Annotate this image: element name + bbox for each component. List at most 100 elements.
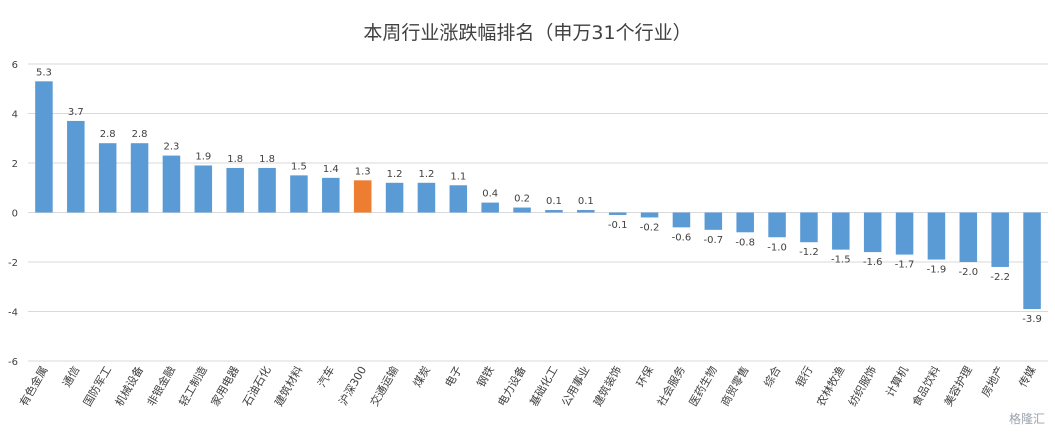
category-label-4: 非银金融 (144, 364, 178, 409)
bar-22 (736, 212, 754, 233)
category-label-23: 综合 (761, 364, 784, 390)
bar-9 (322, 177, 340, 213)
y-tick-label: -4 (8, 308, 18, 319)
category-label-17: 公用事业 (559, 364, 592, 409)
category-label-19: 环保 (633, 364, 656, 390)
category-label-29: 美容护理 (941, 364, 975, 409)
data-label-17: 0.1 (578, 196, 594, 207)
data-label-5: 1.9 (195, 151, 211, 162)
data-label-29: -2.0 (959, 267, 979, 278)
bar-0 (35, 81, 53, 213)
category-label-26: 纺织服饰 (845, 364, 879, 409)
category-label-27: 计算机 (883, 364, 912, 400)
bar-12 (417, 182, 436, 213)
bar-15 (513, 207, 531, 213)
data-label-15: 0.2 (514, 194, 530, 205)
category-label-3: 机械设备 (112, 364, 146, 409)
data-label-22: -0.8 (735, 237, 755, 248)
data-label-19: -0.2 (640, 222, 660, 233)
data-label-12: 1.2 (418, 169, 434, 180)
data-label-1: 3.7 (68, 107, 84, 118)
category-label-7: 石油石化 (240, 364, 274, 409)
category-label-10: 沪深300 (336, 364, 370, 408)
bar-26 (863, 212, 882, 253)
bar-28 (927, 212, 946, 260)
bar-2 (98, 143, 117, 213)
data-label-21: -0.7 (704, 235, 724, 246)
data-label-20: -0.6 (672, 232, 692, 243)
data-label-31: -3.9 (1022, 314, 1042, 325)
data-label-6: 1.8 (227, 154, 243, 165)
category-label-13: 电子 (443, 364, 465, 390)
category-label-24: 银行 (792, 364, 815, 390)
bar-13 (449, 185, 468, 213)
y-tick-label: 2 (12, 159, 18, 170)
bar-8 (290, 175, 308, 213)
data-label-9: 1.4 (323, 164, 339, 175)
data-label-25: -1.5 (831, 255, 851, 266)
data-label-26: -1.6 (863, 257, 883, 268)
bar-21 (704, 212, 723, 230)
data-label-0: 5.3 (36, 67, 52, 78)
category-label-21: 医药生物 (686, 364, 720, 409)
y-tick-label: 0 (12, 209, 18, 220)
y-tick-label: -2 (8, 258, 18, 269)
category-label-12: 煤炭 (411, 364, 433, 390)
category-label-14: 钢铁 (475, 364, 497, 390)
data-label-10: 1.3 (355, 166, 371, 177)
category-label-9: 汽车 (314, 364, 337, 390)
category-label-6: 家用电器 (208, 364, 242, 409)
data-label-27: -1.7 (895, 260, 915, 271)
category-label-5: 轻工制造 (176, 364, 210, 409)
data-label-13: 1.1 (450, 171, 466, 182)
category-label-22: 商贸零售 (718, 364, 752, 409)
category-label-2: 国防军工 (80, 364, 114, 409)
bar-30 (991, 212, 1009, 267)
bar-14 (481, 202, 499, 213)
bar-29 (959, 212, 978, 262)
bar-27 (895, 212, 914, 255)
data-label-11: 1.2 (387, 169, 403, 180)
category-label-30: 房地产 (978, 364, 1007, 400)
bar-25 (832, 212, 850, 250)
data-label-16: 0.1 (546, 196, 562, 207)
bar-19 (640, 212, 659, 218)
category-label-0: 有色金属 (16, 364, 50, 409)
data-label-14: 0.4 (482, 189, 498, 200)
category-label-16: 基础化工 (526, 364, 560, 409)
data-label-7: 1.8 (259, 154, 275, 165)
bar-16 (545, 210, 563, 213)
data-label-30: -2.2 (990, 272, 1010, 283)
data-label-8: 1.5 (291, 161, 307, 172)
category-label-1: 通信 (60, 364, 82, 390)
bar-18 (608, 212, 627, 215)
bar-6 (226, 167, 244, 213)
category-label-31: 传媒 (1016, 364, 1038, 390)
bar-10 (353, 180, 372, 213)
chart-title: 本周行业涨跌幅排名（申万31个行业） (363, 22, 692, 44)
y-tick-label: 6 (12, 60, 18, 71)
category-label-11: 交通运输 (367, 364, 401, 409)
bar-20 (672, 212, 691, 228)
bar-17 (577, 210, 595, 213)
bar-5 (194, 165, 213, 213)
category-label-25: 农林牧渔 (813, 364, 847, 409)
data-label-2: 2.8 (100, 129, 116, 140)
data-label-28: -1.9 (927, 265, 947, 276)
data-label-23: -1.0 (767, 242, 787, 253)
bar-31 (1023, 212, 1041, 310)
data-label-3: 2.8 (132, 129, 148, 140)
bar-11 (385, 182, 404, 213)
category-label-18: 建筑装饰 (590, 364, 624, 409)
y-tick-label: -6 (8, 357, 18, 368)
bar-3 (130, 143, 149, 213)
bar-4 (162, 155, 181, 213)
bar-23 (768, 212, 786, 238)
y-tick-label: 4 (12, 110, 18, 121)
data-label-18: -0.1 (608, 220, 628, 231)
bar-7 (258, 167, 276, 213)
category-label-20: 社会服务 (654, 364, 688, 409)
category-label-8: 建筑材料 (271, 364, 305, 409)
